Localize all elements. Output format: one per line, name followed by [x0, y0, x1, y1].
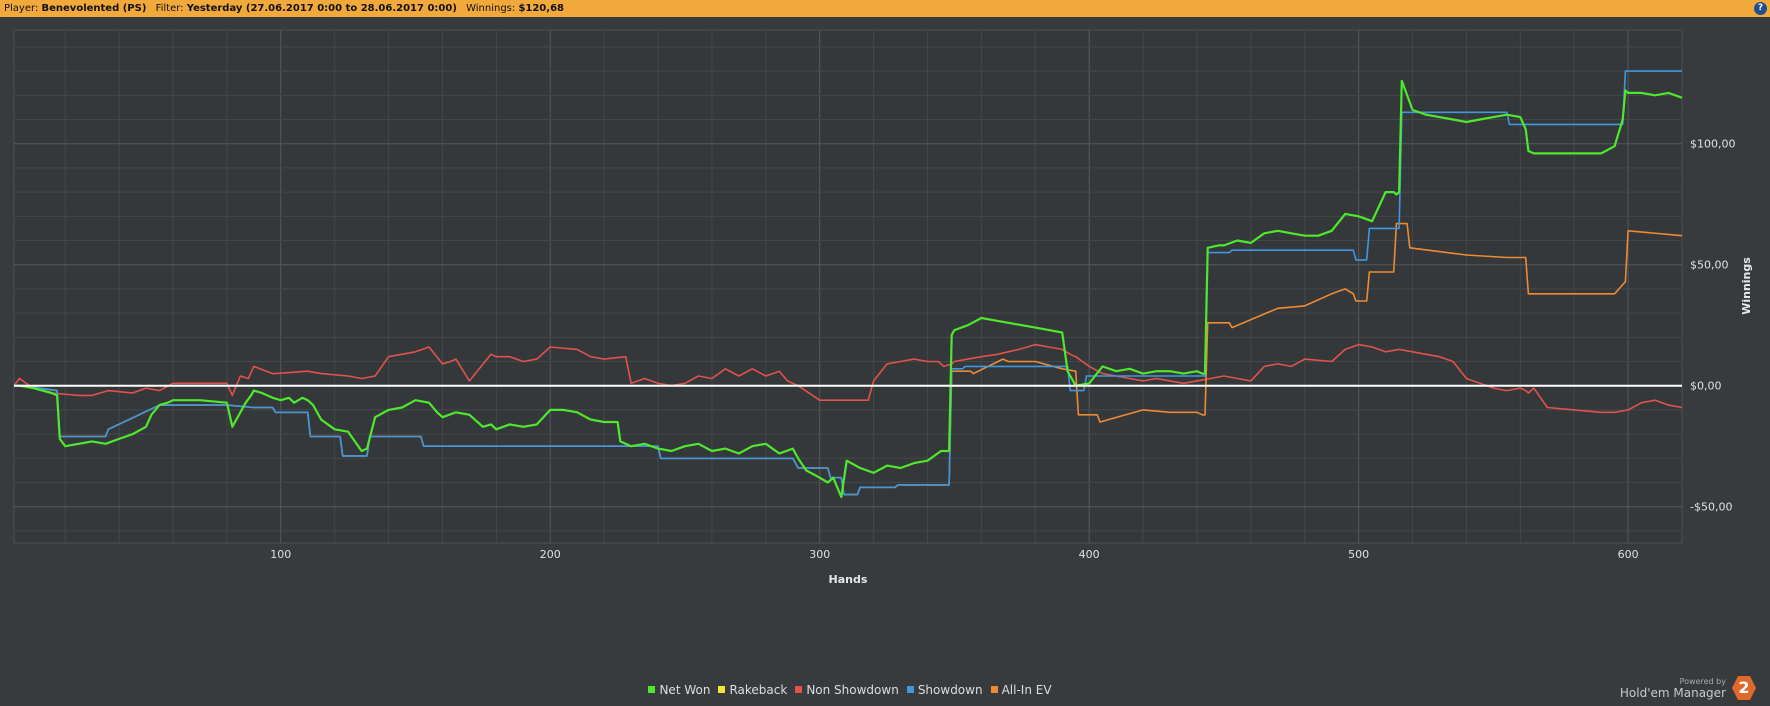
product-name: Hold'em Manager [1619, 686, 1726, 700]
powered-by-text: Powered by [1679, 677, 1726, 686]
winnings-graph[interactable]: 100 200 300 400 500 600 $100,00 $50,00 $0,00 -$5… [0, 17, 1770, 657]
x-tick-label: 400 [1079, 548, 1100, 561]
filter-value[interactable]: Yesterday (27.06.2017 0:00 to 28.06.2017… [186, 3, 457, 14]
y-tick-label: -$50,00 [1690, 501, 1732, 514]
legend-swatch [906, 686, 914, 693]
y-tick-labels: $100,00 $50,00 $0,00 -$50,00 [1690, 138, 1736, 514]
winnings-value: $120,68 [518, 3, 564, 14]
chart-legend: Net Won Rakeback Non Showdown Showdown All-I… [0, 683, 1700, 697]
y-axis-title: Winnings [1740, 257, 1753, 315]
x-tick-label: 200 [540, 548, 561, 561]
holdem-manager-logo-icon: 2 [1732, 676, 1756, 700]
legend-label: Non Showdown [806, 683, 899, 697]
help-icon[interactable]: ? [1754, 2, 1767, 15]
legend-swatch [648, 686, 656, 693]
legend-label: Net Won [659, 683, 711, 697]
filter-label: Filter: [155, 3, 184, 14]
legend-label: Rakeback [729, 683, 788, 697]
x-tick-label: 300 [809, 548, 830, 561]
plot-area [13, 29, 1683, 544]
filter-header-bar: Player: Benevolented (PS) Filter: Yester… [0, 0, 1770, 17]
legend-item-showdown[interactable]: Showdown [906, 683, 983, 697]
x-axis-title: Hands [829, 573, 868, 586]
legend-label: All-In EV [1001, 683, 1052, 697]
y-tick-label: $50,00 [1690, 259, 1729, 272]
x-tick-label: 600 [1618, 548, 1639, 561]
series-lines [13, 70, 1683, 499]
series-line-non-showdown [13, 343, 1683, 414]
legend-item-non-showdown[interactable]: Non Showdown [795, 683, 899, 697]
x-tick-label: 100 [270, 548, 291, 561]
winnings-label: Winnings: [466, 3, 516, 14]
branding: Powered by Hold'em Manager 2 [1619, 676, 1756, 700]
legend-item-rakeback[interactable]: Rakeback [718, 683, 787, 697]
legend-swatch [990, 686, 998, 693]
x-tick-labels: 100 200 300 400 500 600 [270, 548, 1638, 561]
grid-lines [14, 30, 1682, 543]
x-tick-label: 500 [1348, 548, 1369, 561]
legend-item-all-in-ev[interactable]: All-In EV [990, 683, 1052, 697]
legend-label: Showdown [917, 683, 983, 697]
legend-swatch [795, 686, 803, 693]
legend-item-net-won[interactable]: Net Won [648, 683, 710, 697]
y-tick-label: $0,00 [1690, 380, 1722, 393]
series-line-net-won [14, 79, 1683, 499]
player-label: Player: [4, 3, 39, 14]
player-value[interactable]: Benevolented (PS) [41, 3, 147, 14]
y-tick-label: $100,00 [1690, 138, 1736, 151]
legend-swatch [718, 686, 726, 693]
